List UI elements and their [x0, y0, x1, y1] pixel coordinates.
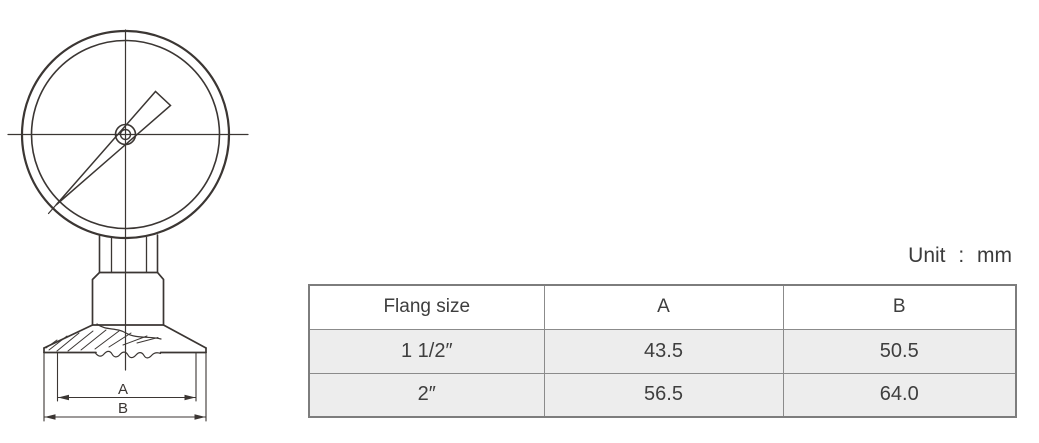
flange-outline	[43, 324, 207, 354]
dimension-a: A	[57, 381, 197, 401]
section-break-boundary	[96, 323, 162, 340]
gauge-technical-drawing: A B	[7, 29, 249, 422]
cell-a-2: 56.5	[543, 372, 784, 418]
table-header-row: Flang size A B	[308, 284, 1017, 330]
dimensions-table: Flang size A B 1 1/2″ 43.5 50.5 2″ 56.5 …	[308, 284, 1017, 418]
dimension-b: B	[43, 400, 207, 420]
dimension-b-label: B	[118, 400, 128, 417]
column-header-flang-size: Flang size	[308, 284, 545, 330]
dimension-b-arrow-right	[194, 414, 206, 420]
gauge-needle	[47, 90, 172, 215]
cell-b-1: 50.5	[782, 328, 1017, 374]
section-hatch	[45, 329, 159, 352]
gauge-neck	[98, 234, 159, 274]
dimension-b-arrow-left	[44, 414, 56, 420]
table-row: 1 1/2″ 43.5 50.5	[308, 328, 1017, 374]
break-line	[94, 350, 162, 359]
dimension-a-arrow-right	[184, 394, 196, 401]
needle-hub-inner	[119, 128, 132, 141]
cell-a-1: 43.5	[543, 328, 784, 374]
unit-note: Unit : mm	[908, 244, 1012, 267]
needle-hub-outer	[114, 123, 137, 146]
dimension-a-label: A	[118, 381, 128, 398]
cell-b-2: 64.0	[782, 372, 1017, 418]
extension-lines	[43, 352, 207, 422]
cell-flang-size-2: 2″	[308, 372, 545, 418]
dimension-a-arrow-left	[58, 394, 69, 401]
cell-flang-size-1: 1 1/2″	[308, 328, 545, 374]
column-header-b: B	[782, 284, 1017, 330]
column-header-a: A	[543, 284, 784, 330]
connector-block	[91, 271, 165, 326]
table-row: 2″ 56.5 64.0	[308, 372, 1017, 418]
